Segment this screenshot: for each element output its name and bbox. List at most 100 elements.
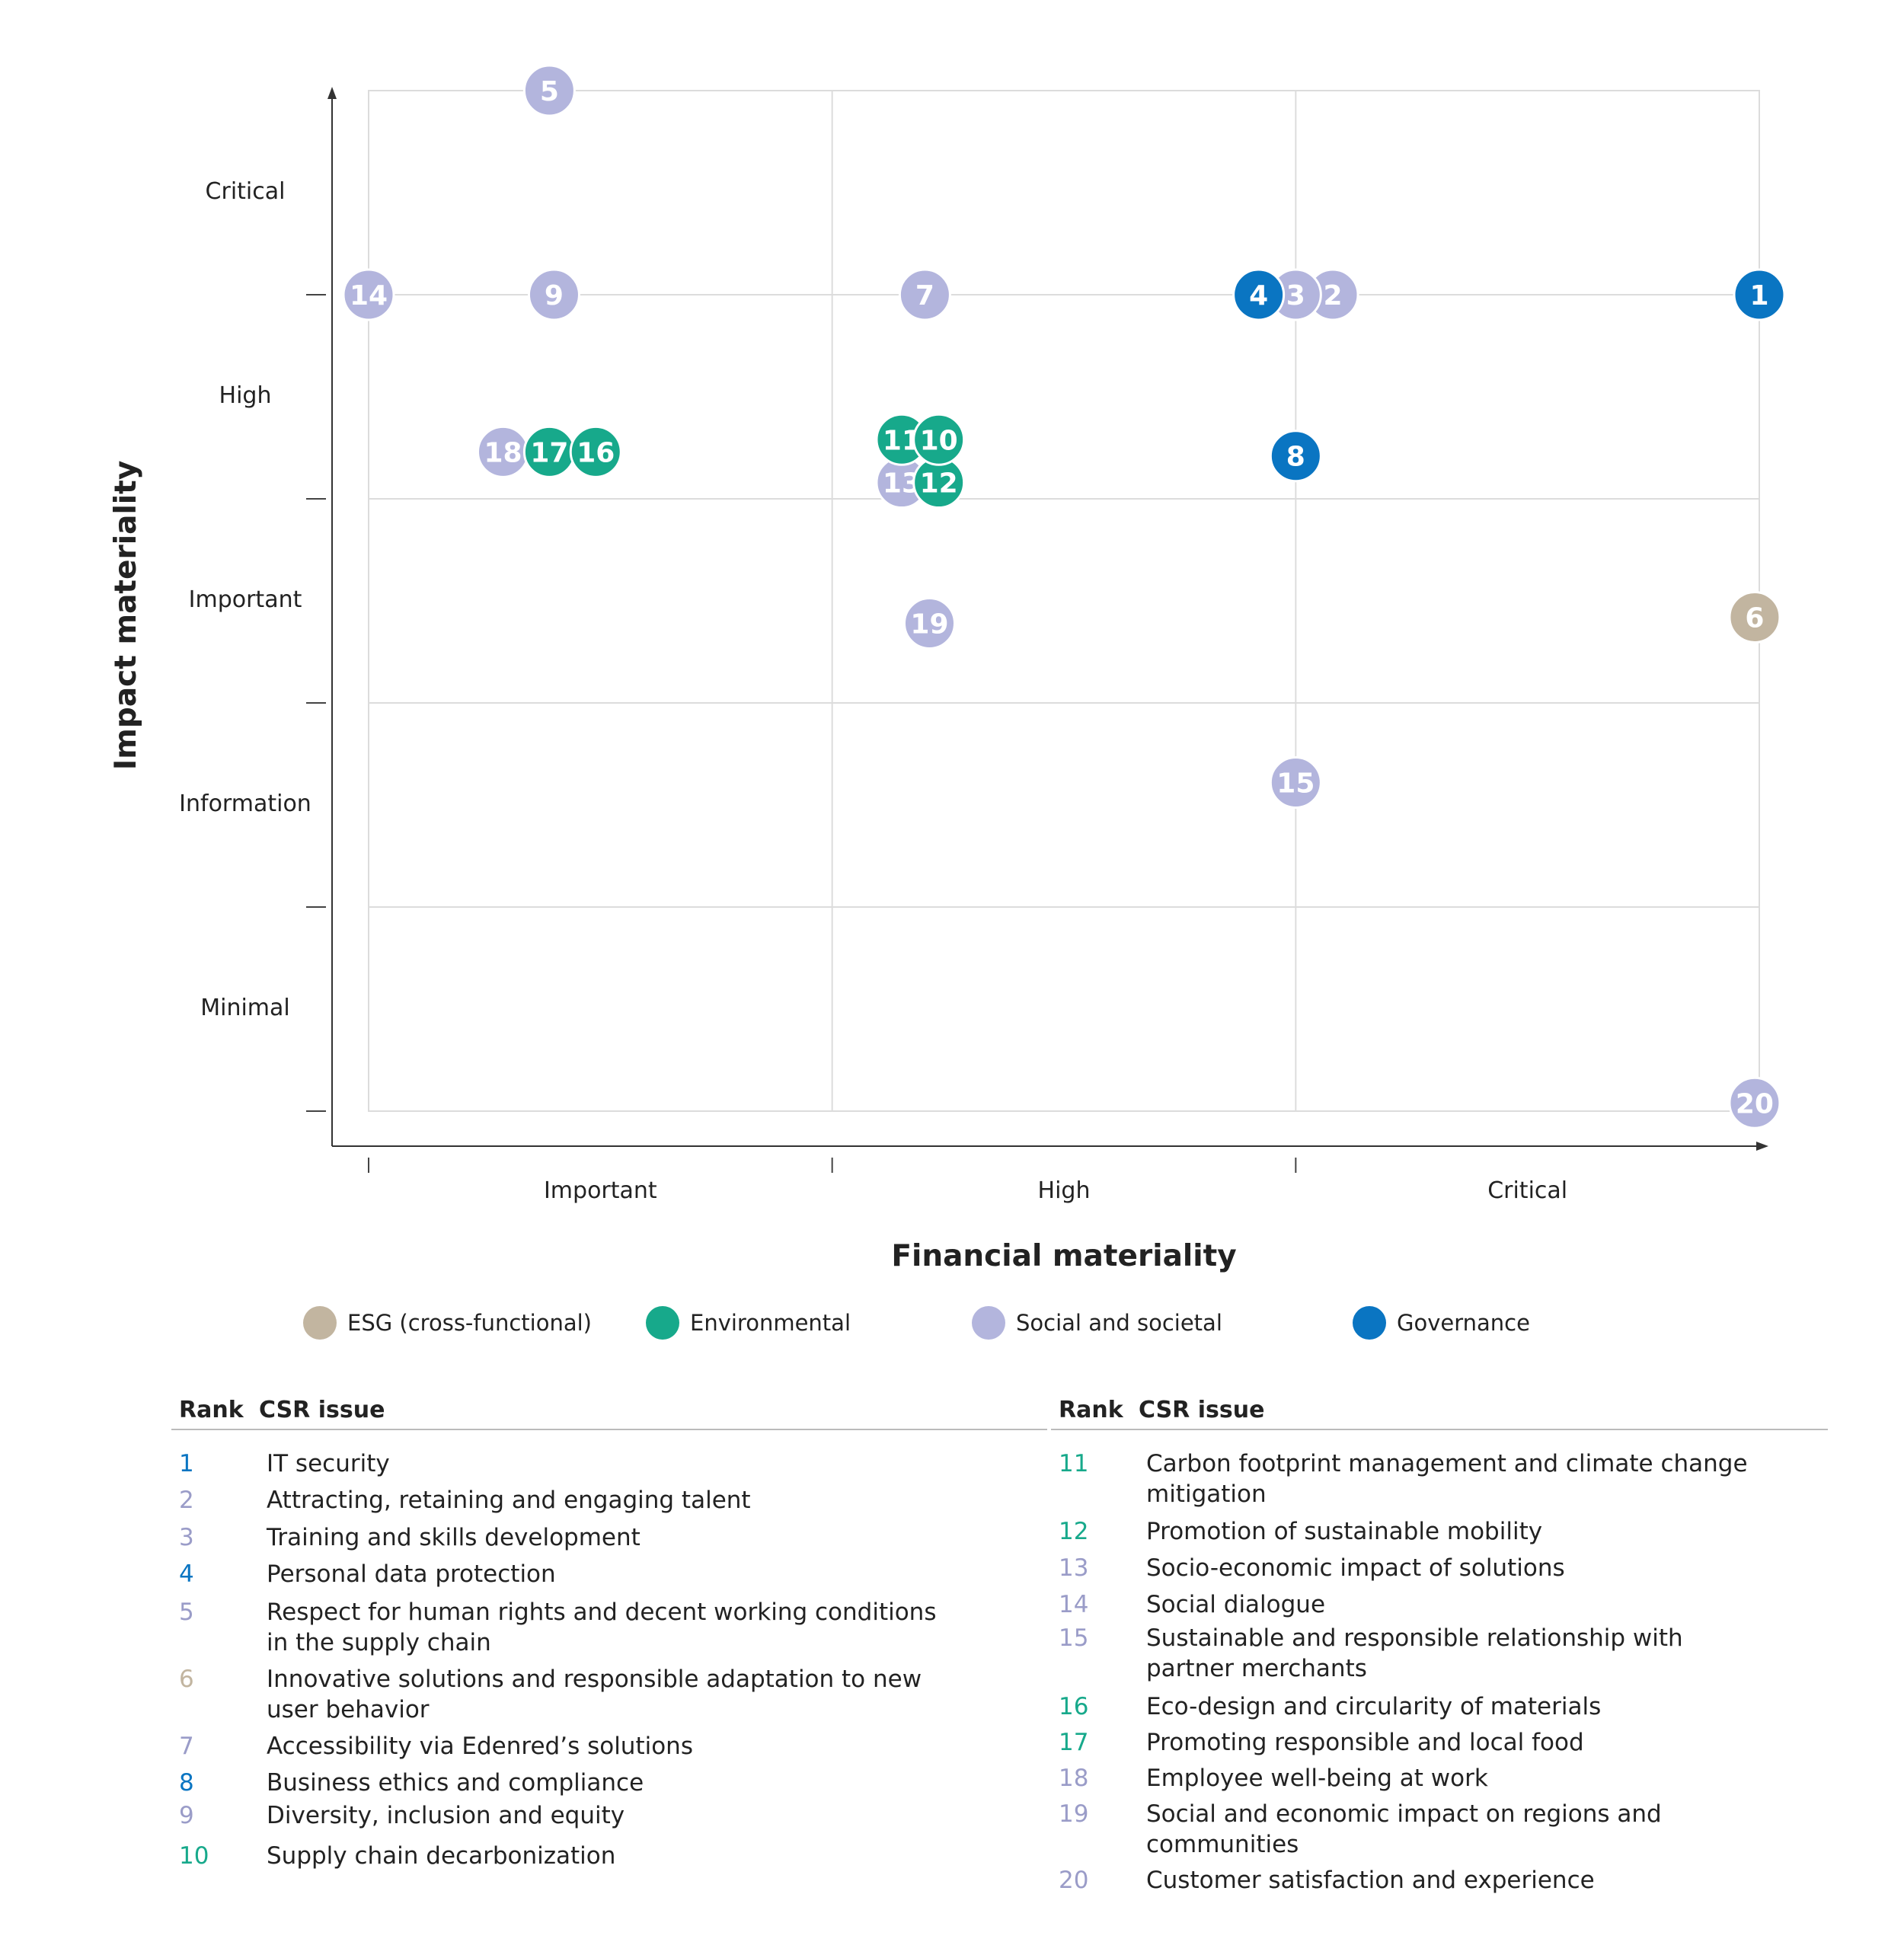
rank-cell: 1 [179, 1450, 194, 1477]
issue-cell: Accessibility via Edenred’s solutions [267, 1733, 693, 1760]
rank-cell: 6 [179, 1666, 194, 1693]
table-header: Rank CSR issue [1051, 1394, 1828, 1430]
rank-cell: 20 [1059, 1867, 1089, 1894]
issue-cell: Attracting, retaining and engaging talen… [267, 1487, 751, 1514]
data-point-8: 8 [1269, 430, 1322, 483]
y-tick-label: Important [189, 586, 302, 613]
issue-cell: Socio-economic impact of solutions [1146, 1554, 1565, 1582]
issue-cell: Promotion of sustainable mobility [1146, 1518, 1543, 1545]
data-point-label: 7 [915, 280, 934, 311]
data-point-marker [1728, 590, 1781, 644]
issue-cell: Training and skills development [267, 1524, 641, 1551]
rank-header: Rank [1059, 1397, 1123, 1423]
issue-cell: Personal data protection [267, 1560, 556, 1588]
data-point-marker [1269, 430, 1322, 483]
data-point-label: 17 [530, 437, 568, 468]
issue-cell: Promoting responsible and local food [1146, 1729, 1584, 1756]
data-point-label: 12 [920, 468, 958, 500]
data-point-label: 16 [577, 437, 615, 468]
x-axis-arrow [1756, 1142, 1768, 1151]
data-point-5: 5 [522, 64, 576, 117]
issue-cell: Business ethics and compliance [267, 1769, 644, 1797]
rank-cell: 15 [1059, 1624, 1089, 1652]
data-point-14: 14 [342, 268, 395, 321]
data-point-label: 15 [1276, 768, 1315, 800]
data-point-label: 4 [1249, 280, 1268, 311]
data-point-7: 7 [898, 268, 951, 321]
legend-swatch [1353, 1306, 1386, 1340]
table-header: Rank CSR issue [171, 1394, 1047, 1430]
csr-table-right: Rank CSR issue [1051, 1394, 1828, 1430]
rank-cell: 9 [179, 1802, 194, 1829]
data-point-marker [912, 413, 966, 466]
issue-cell: Social dialogue [1146, 1591, 1326, 1618]
data-point-label: 8 [1286, 442, 1305, 473]
issue-cell: Respect for human rights and decent work… [267, 1599, 937, 1656]
materiality-matrix-chart: Important High Critical Critical High Importa… [109, 64, 1786, 1273]
y-tick-label: Information [179, 791, 311, 817]
csr-table-left: Rank CSR issue [171, 1394, 1047, 1430]
data-point-label: 18 [484, 437, 522, 468]
rank-cell: 8 [179, 1769, 194, 1797]
data-point-label: 1 [1749, 280, 1768, 311]
data-point-label: 19 [910, 608, 948, 640]
issue-cell: Employee well-being at work [1146, 1765, 1488, 1792]
data-point-label: 20 [1736, 1088, 1774, 1120]
issue-cell: Eco-design and circularity of materials [1146, 1693, 1602, 1720]
legend-item-esg: ESG (cross-functional) [303, 1306, 592, 1340]
data-point-label: 2 [1323, 280, 1342, 311]
data-point-marker [1728, 1076, 1781, 1129]
legend-swatch [646, 1306, 679, 1340]
x-tick-label: High [1038, 1177, 1091, 1204]
data-point-20: 20 [1728, 1076, 1781, 1129]
rank-cell: 16 [1059, 1693, 1089, 1720]
data-point-marker [522, 64, 576, 117]
data-point-18: 18 [477, 425, 530, 478]
data-point-16: 16 [569, 425, 622, 478]
legend-label: Social and societal [1016, 1310, 1222, 1336]
y-axis-title: Impact materiality [109, 461, 143, 771]
plot-area [368, 90, 1760, 1112]
rank-cell: 5 [179, 1599, 194, 1626]
data-point-marker [1733, 268, 1786, 321]
data-point-6: 6 [1728, 590, 1781, 644]
issue-cell: IT security [267, 1450, 390, 1477]
data-point-1: 1 [1733, 268, 1786, 321]
issue-cell: Carbon footprint management and climate … [1146, 1450, 1748, 1508]
issue-cell: Innovative solutions and responsible ada… [267, 1666, 922, 1723]
y-axis-arrow [327, 87, 337, 99]
rank-cell: 18 [1059, 1765, 1089, 1792]
issue-cell: Supply chain decarbonization [267, 1842, 616, 1870]
issue-cell: Customer satisfaction and experience [1146, 1867, 1595, 1894]
issue-header: CSR issue [259, 1397, 385, 1423]
rank-cell: 12 [1059, 1518, 1089, 1545]
issue-cell: Social and economic impact on regions an… [1146, 1800, 1662, 1858]
rank-cell: 13 [1059, 1554, 1089, 1582]
data-point-marker [527, 268, 580, 321]
rank-header: Rank [179, 1397, 244, 1423]
data-point-label: 5 [540, 76, 559, 107]
data-point-marker [342, 268, 395, 321]
legend-label: Governance [1397, 1310, 1530, 1336]
rank-cell: 14 [1059, 1591, 1089, 1618]
legend-swatch [303, 1306, 337, 1340]
data-point-marker [569, 425, 622, 478]
x-tick-label: Critical [1487, 1177, 1567, 1204]
data-point-marker [898, 268, 951, 321]
data-point-12: 12 [912, 456, 966, 509]
legend-item-social: Social and societal [972, 1306, 1222, 1340]
legend-label: Environmental [690, 1310, 851, 1336]
y-tick-label: High [219, 382, 272, 409]
data-point-marker [902, 596, 956, 650]
x-axis-title: Financial materiality [891, 1239, 1236, 1273]
data-point-15: 15 [1269, 756, 1322, 810]
data-point-label: 9 [545, 280, 564, 311]
data-point-label: 10 [920, 425, 958, 456]
rank-cell: 10 [179, 1842, 209, 1870]
data-point-19: 19 [902, 596, 956, 650]
legend-item-environmental: Environmental [646, 1306, 851, 1340]
rank-cell: 7 [179, 1733, 194, 1760]
rank-cell: 17 [1059, 1729, 1089, 1756]
data-point-9: 9 [527, 268, 580, 321]
data-point-marker [1269, 756, 1322, 810]
